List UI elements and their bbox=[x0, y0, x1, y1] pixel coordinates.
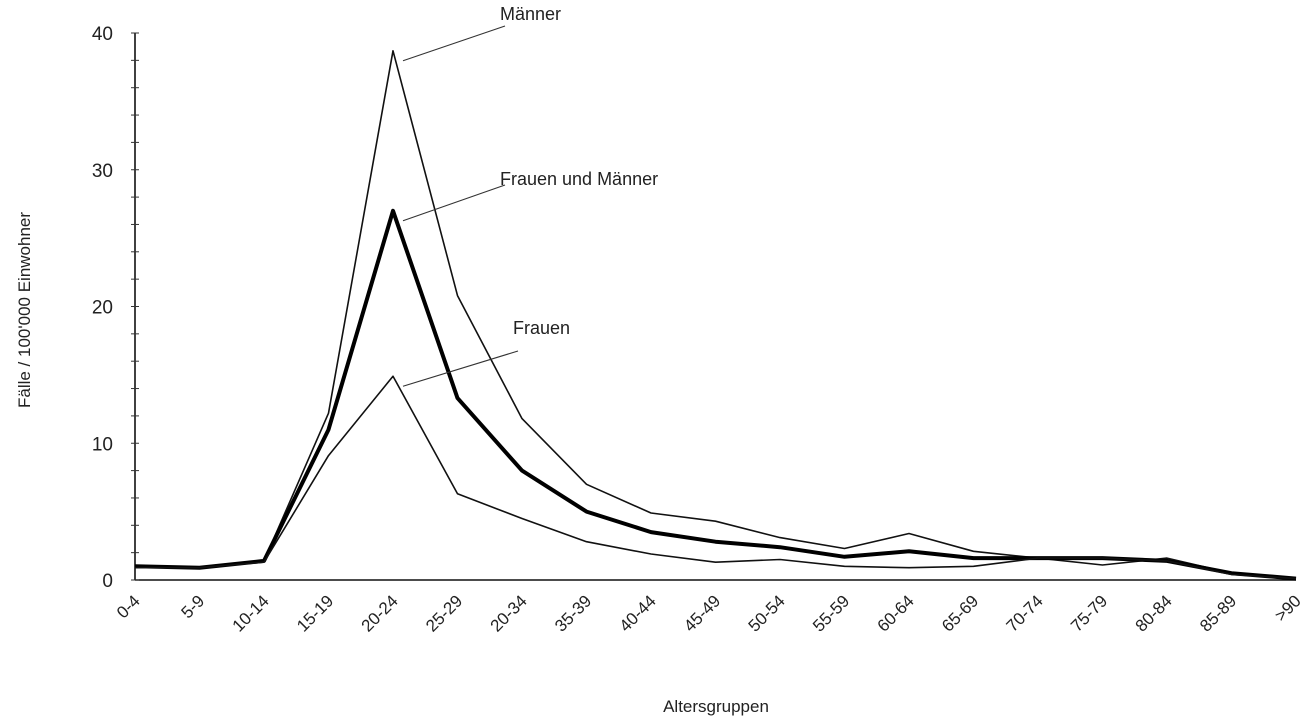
x-tick-label: 10-14 bbox=[229, 591, 273, 635]
y-tick-label: 40 bbox=[92, 24, 113, 45]
x-tick-label: 75-79 bbox=[1067, 591, 1111, 635]
x-tick-label: 0-4 bbox=[113, 591, 144, 622]
y-tick-label: 0 bbox=[102, 571, 113, 592]
x-tick-label: 5-9 bbox=[178, 591, 209, 622]
x-tick-label: 70-74 bbox=[1003, 591, 1047, 635]
y-minor-ticks bbox=[131, 32, 139, 581]
y-tick-label: 20 bbox=[92, 298, 113, 319]
x-tick-label: 60-64 bbox=[874, 591, 918, 635]
series-labels: Männer Frauen und Männer Frauen bbox=[402, 4, 658, 387]
x-tick-label: 20-24 bbox=[358, 591, 402, 635]
x-tick-labels: 0-4 5-9 10-14 15-19 20-24 25-29 20-34 35-39 40-4… bbox=[113, 591, 1305, 635]
series-label-leader bbox=[402, 25, 506, 62]
x-tick-label: 35-39 bbox=[551, 591, 595, 635]
y-tick-label: 10 bbox=[92, 434, 113, 455]
x-tick-label: 15-19 bbox=[293, 591, 337, 635]
series-label-leader bbox=[402, 184, 506, 222]
series-lines bbox=[134, 49, 1297, 581]
series-label: Frauen bbox=[513, 318, 570, 338]
series-line-1 bbox=[134, 208, 1297, 581]
x-tick-label: 20-34 bbox=[487, 591, 531, 635]
series-line-2 bbox=[135, 375, 1297, 580]
series-label: Männer bbox=[500, 4, 561, 24]
x-tick-label: 55-59 bbox=[809, 591, 853, 635]
series-line-0 bbox=[134, 49, 1297, 580]
x-tick-label: 65-69 bbox=[938, 591, 982, 635]
x-tick-label: 85-89 bbox=[1196, 591, 1240, 635]
y-tick-labels: 0 10 20 30 40 bbox=[92, 24, 113, 592]
x-tick-label: 50-54 bbox=[745, 591, 789, 635]
x-axis-title: Altersgruppen bbox=[663, 697, 769, 716]
axes bbox=[131, 32, 1296, 581]
x-tick-label: 25-29 bbox=[422, 591, 466, 635]
x-tick-label: 45-49 bbox=[680, 591, 724, 635]
y-tick-label: 30 bbox=[92, 161, 113, 182]
series-label-leader bbox=[402, 350, 519, 387]
x-tick-label: 40-44 bbox=[616, 591, 660, 635]
x-tick-label: 80-84 bbox=[1132, 591, 1176, 635]
y-axis-title: Fälle / 100'000 Einwohner bbox=[15, 212, 34, 408]
series-label: Frauen und Männer bbox=[500, 169, 658, 189]
x-tick-label: >90 bbox=[1271, 591, 1305, 625]
